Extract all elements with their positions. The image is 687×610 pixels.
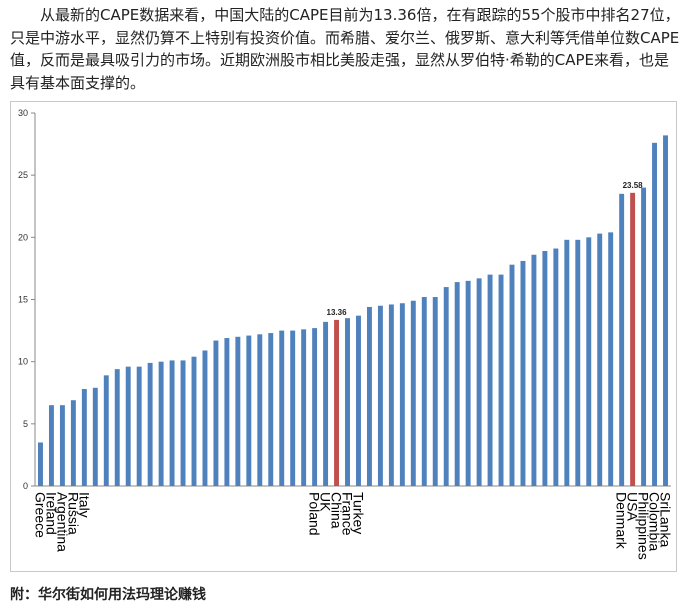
bar [421, 297, 427, 486]
bar [608, 232, 614, 486]
y-tick-label: 0 [23, 481, 28, 491]
footnote-link[interactable]: 附：华尔街如何用法玛理论赚钱 [10, 587, 206, 603]
bar [487, 274, 493, 486]
bar [147, 362, 153, 486]
category-label: Turkey [350, 492, 366, 534]
bar [290, 330, 296, 486]
bar [377, 305, 383, 486]
bar [663, 135, 668, 486]
bar [410, 300, 416, 486]
category-label: France [340, 492, 356, 536]
bar [476, 278, 482, 486]
bar [235, 336, 241, 486]
bar [246, 335, 252, 486]
bar [323, 321, 329, 486]
bar [509, 264, 515, 486]
category-label: USA [625, 492, 641, 521]
bar [641, 187, 647, 486]
highlighted-bar [630, 192, 636, 486]
bar [158, 361, 164, 486]
y-tick-label: 20 [18, 232, 28, 242]
bar [103, 375, 109, 486]
bar [619, 193, 625, 486]
bar [48, 405, 54, 486]
bar-data-label: 23.58 [623, 181, 644, 190]
category-label: China [329, 492, 345, 529]
bar [268, 333, 274, 486]
bar [279, 330, 285, 486]
category-label: Argentina [54, 492, 70, 552]
bar-data-label: 13.36 [327, 308, 348, 317]
bar [356, 315, 361, 486]
bar [59, 405, 65, 486]
bar [38, 442, 43, 486]
y-tick-label: 30 [18, 108, 28, 118]
bar [553, 248, 559, 486]
bar [312, 328, 318, 486]
article-paragraph: 从最新的CAPE数据来看，中国大陆的CAPE目前为13.36倍，在有跟踪的55个… [10, 6, 680, 92]
bar [652, 142, 658, 486]
bar [202, 350, 208, 486]
y-tick-label: 5 [23, 419, 28, 429]
bar [399, 303, 405, 486]
category-label: Denmark [614, 492, 630, 550]
bar [454, 282, 460, 486]
y-tick-label: 10 [18, 357, 28, 367]
bar [564, 239, 570, 486]
bar [301, 329, 307, 486]
bar [531, 254, 537, 486]
bar [432, 297, 438, 486]
bar [597, 233, 603, 486]
bar [257, 334, 263, 486]
bar [70, 400, 76, 486]
bar [92, 387, 98, 486]
category-label: Philippines [636, 492, 652, 560]
bar [465, 280, 471, 486]
category-label: SriLanka [658, 492, 674, 547]
y-tick-label: 25 [18, 170, 28, 180]
bar [586, 237, 592, 486]
bar [366, 306, 372, 486]
category-label: Poland [307, 492, 323, 536]
chart-canvas: 0 5 10 15 20 25 30 13.36 23.58 GreeceIrelandArgen… [18, 108, 674, 560]
bar [136, 366, 142, 486]
category-label: Russia [65, 492, 81, 535]
bar [213, 340, 219, 486]
bar [224, 338, 230, 486]
bar [114, 369, 120, 486]
category-label: Colombia [647, 492, 663, 551]
y-tick-label: 15 [18, 295, 28, 305]
bar [169, 360, 175, 486]
category-label: Italy [76, 492, 92, 518]
bar [520, 260, 526, 486]
category-label: Greece [32, 492, 48, 538]
bar [443, 287, 449, 486]
category-label: UK [318, 492, 334, 512]
bar [191, 356, 197, 486]
cape-bar-chart: 0 5 10 15 20 25 30 13.36 23.58 Greece Ireland Argen… [10, 101, 677, 572]
bar [498, 274, 504, 486]
highlighted-bar [334, 319, 340, 486]
bar [125, 366, 131, 486]
bar [180, 360, 186, 486]
bar [345, 318, 350, 486]
bar [575, 239, 581, 486]
bar [81, 389, 87, 486]
category-label: Ireland [43, 492, 59, 535]
bar [542, 251, 548, 486]
bar [388, 304, 394, 486]
